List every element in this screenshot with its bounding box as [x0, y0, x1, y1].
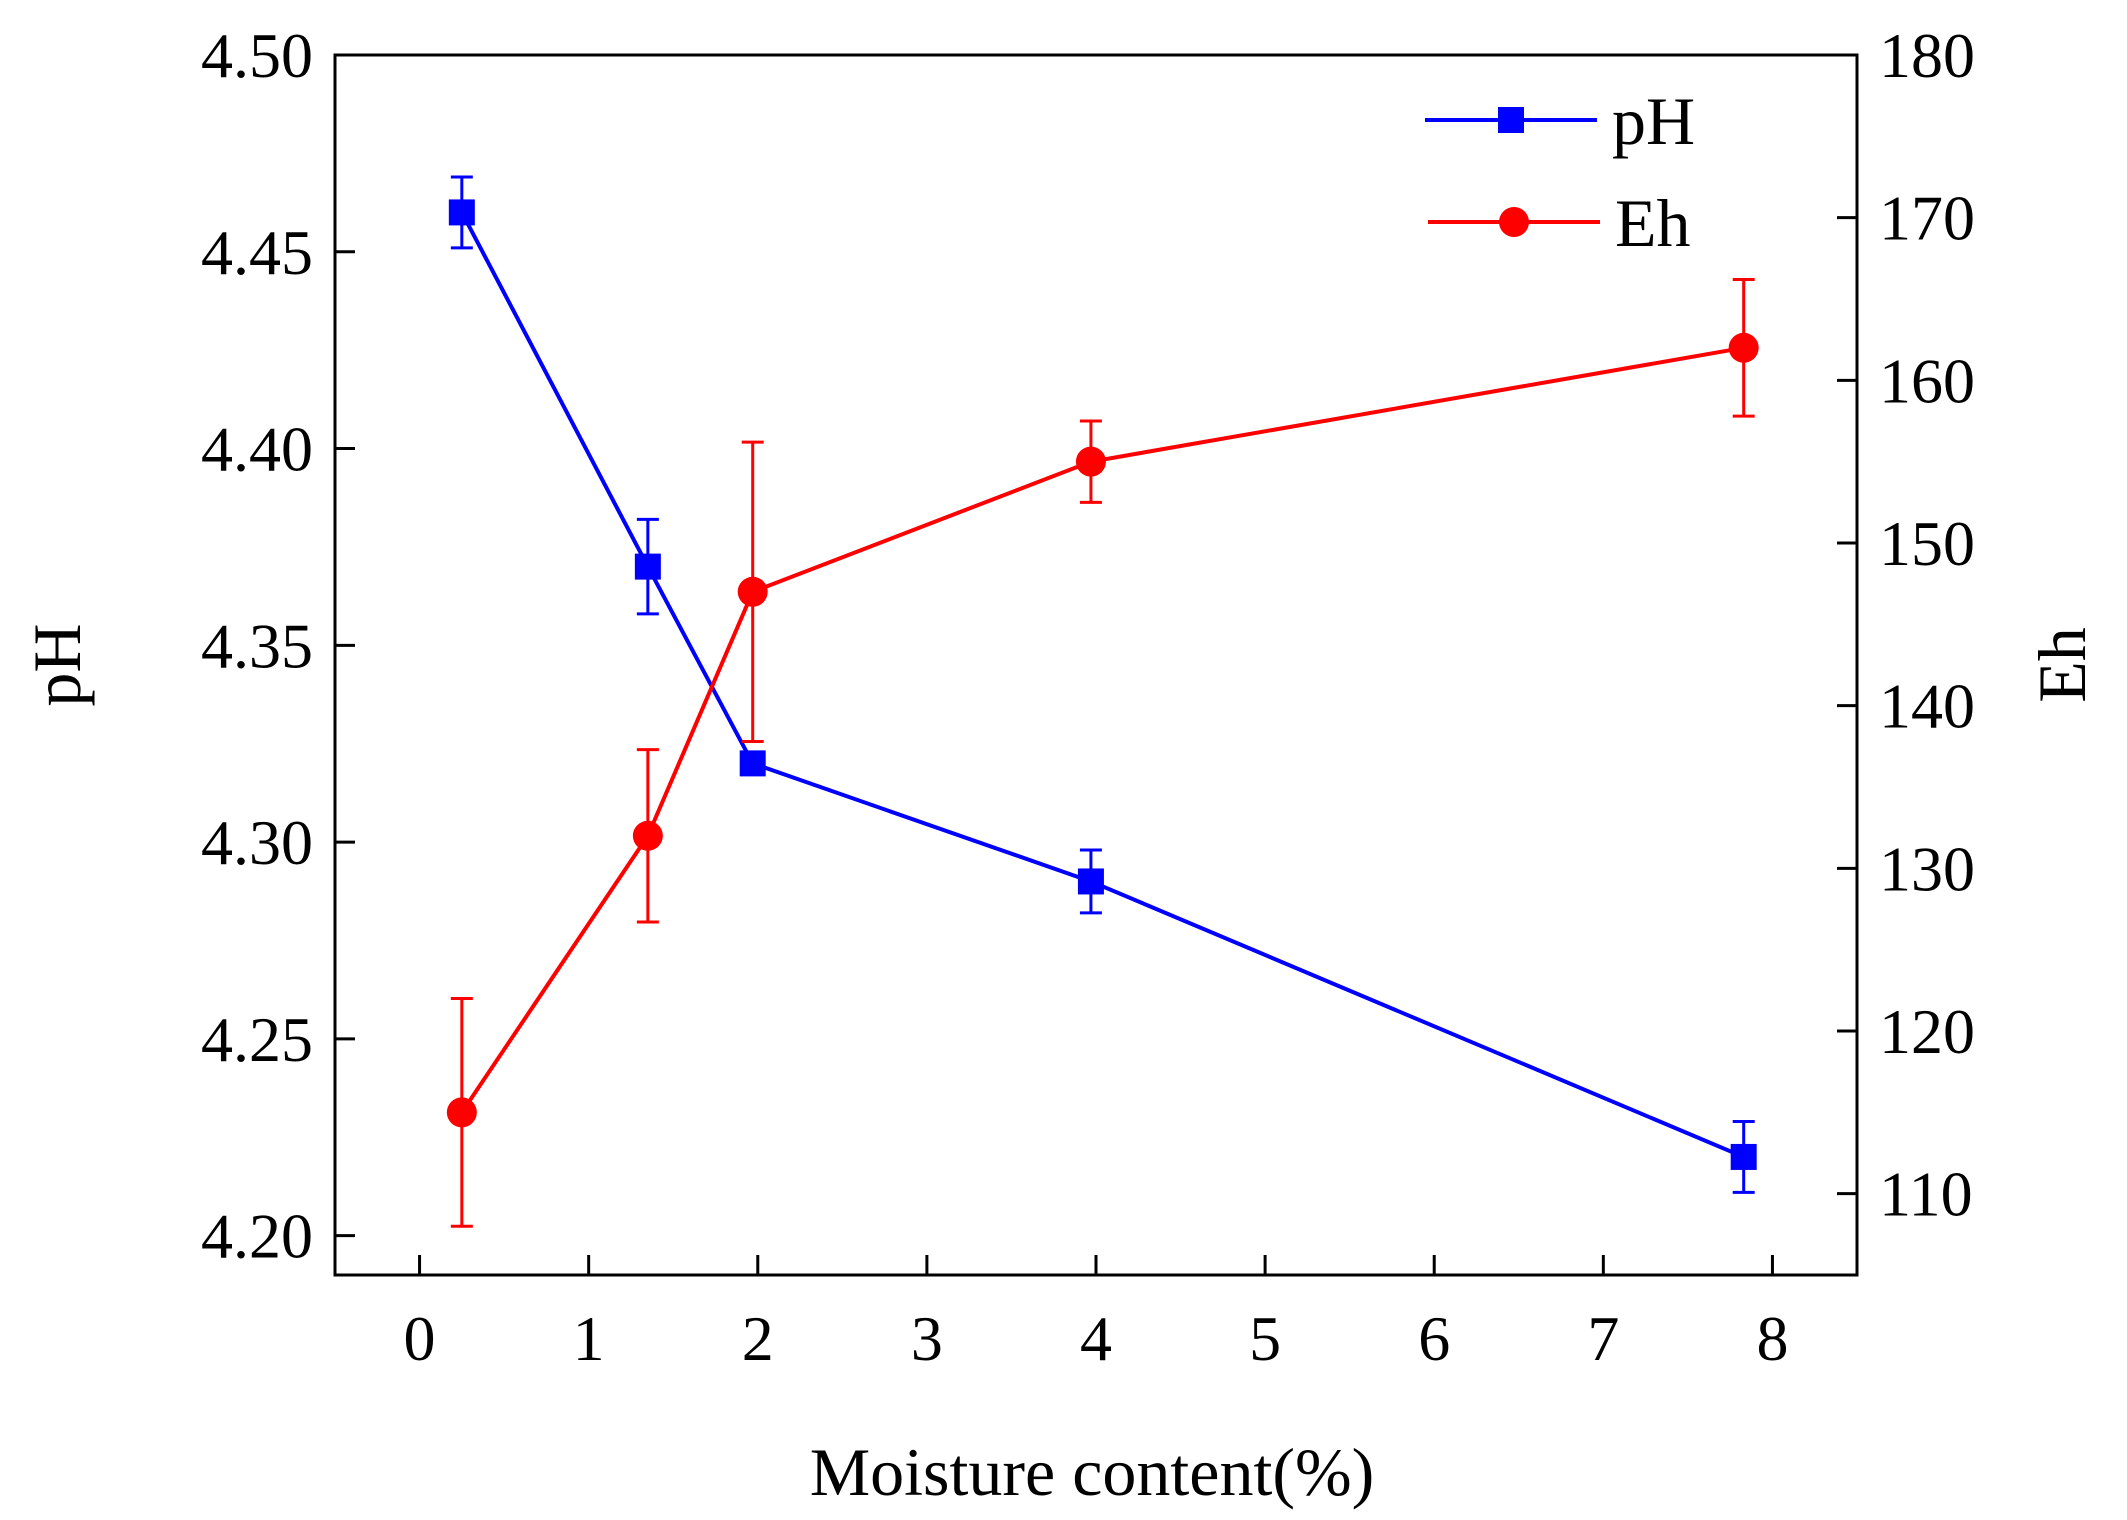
left-axis-title: pH [19, 623, 95, 706]
eh-point [632, 820, 663, 851]
right-axis-ticks: 110 120 130 140 150 160 170 180 [1837, 20, 1975, 1230]
x-tick-label: 7 [1587, 1303, 1619, 1374]
x-axis-ticks: 0 1 2 3 4 5 6 7 8 [404, 1255, 1788, 1374]
right-tick-label: 180 [1879, 20, 1975, 91]
right-tick-label: 120 [1879, 996, 1975, 1067]
eh-point [1075, 446, 1106, 477]
right-tick-label: 150 [1879, 508, 1975, 579]
eh-point [1728, 332, 1759, 363]
x-tick-label: 6 [1418, 1303, 1450, 1374]
right-axis-title: Eh [2024, 627, 2100, 703]
legend-ph-label: pH [1612, 83, 1695, 159]
ph-point [634, 553, 661, 580]
right-tick-label: 130 [1879, 833, 1975, 904]
x-tick-label: 5 [1249, 1303, 1281, 1374]
ph-series-line [460, 211, 1745, 1159]
eh-point [737, 576, 768, 607]
series-layer [446, 175, 1759, 1228]
left-tick-label: 4.40 [201, 414, 313, 485]
left-tick-label: 4.50 [201, 20, 313, 91]
ph-point [1730, 1143, 1757, 1170]
legend-eh-label: Eh [1615, 185, 1691, 261]
right-tick-label: 160 [1879, 345, 1975, 416]
left-axis-ticks: 4.20 4.25 4.30 4.35 4.40 4.45 4.50 [201, 20, 355, 1272]
legend-eh-marker [1499, 207, 1529, 237]
x-tick-label: 8 [1756, 1303, 1788, 1374]
x-tick-label: 3 [911, 1303, 943, 1374]
x-tick-label: 4 [1080, 1303, 1112, 1374]
right-tick-label: 140 [1879, 671, 1975, 742]
x-axis-title: Moisture content(%) [810, 1434, 1375, 1510]
ph-point [1077, 868, 1104, 895]
x-tick-label: 0 [404, 1303, 436, 1374]
x-tick-label: 1 [573, 1303, 605, 1374]
legend: pH Eh [1425, 83, 1695, 261]
left-tick-label: 4.35 [201, 610, 313, 681]
legend-ph-marker [1498, 107, 1524, 133]
left-tick-label: 4.25 [201, 1004, 313, 1075]
right-tick-label: 110 [1879, 1159, 1973, 1230]
left-tick-label: 4.20 [201, 1201, 313, 1272]
right-tick-label: 170 [1879, 183, 1975, 254]
ph-point [739, 750, 766, 777]
left-tick-label: 4.45 [201, 217, 313, 288]
x-tick-label: 2 [742, 1303, 774, 1374]
left-tick-label: 4.30 [201, 807, 313, 878]
eh-point [446, 1097, 477, 1128]
ph-point [448, 199, 475, 226]
